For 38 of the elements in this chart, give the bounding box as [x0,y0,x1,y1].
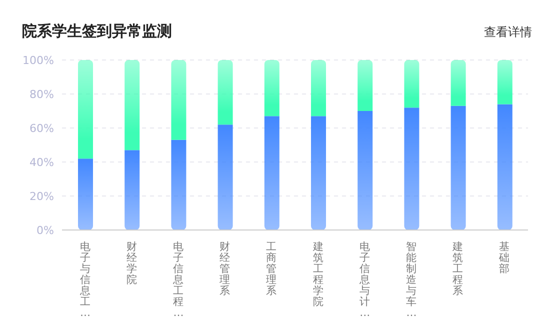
bar [78,60,93,159]
x-tick-label: 建筑工程系 [452,240,464,297]
x-tick-label: 电子与信息工… [78,240,91,319]
bar [311,60,326,116]
bar [218,60,233,125]
y-tick-label: 20% [30,190,54,203]
y-tick-label: 0% [36,224,54,237]
bar [78,158,93,230]
bar [311,116,326,230]
x-tick-label: 财经管理系 [220,240,231,297]
text: 查看详情 [484,24,532,41]
chart-title: 院系学生签到异常监测 [22,22,172,41]
y-tick-label: 80% [30,88,54,101]
bar [124,60,140,150]
bar [358,111,373,230]
bar [358,60,373,111]
y-tick-label: 40% [30,156,54,169]
bar [218,124,233,230]
bar [404,60,420,108]
bar [497,60,512,104]
x-tick-label: 基础部 [498,240,510,275]
bar [450,106,466,230]
bar [171,140,186,230]
bar [264,60,280,116]
bar [264,116,280,230]
x-tick-label: 电子信息工程… [172,240,184,319]
bar [450,60,466,106]
bar [124,150,140,230]
bar [171,60,186,140]
x-tick-label: 财经学院 [126,240,138,286]
y-tick-label: 100% [22,54,54,67]
x-tick-label: 电子信息与计… [358,240,370,319]
x-tick-label: 智能制造与车… [406,241,417,319]
y-tick-label: 60% [30,122,54,135]
bar [497,104,512,230]
bar [404,108,420,230]
x-tick-label: 建筑工程学院 [312,240,324,308]
x-tick-label: 工商管理系 [266,241,278,297]
